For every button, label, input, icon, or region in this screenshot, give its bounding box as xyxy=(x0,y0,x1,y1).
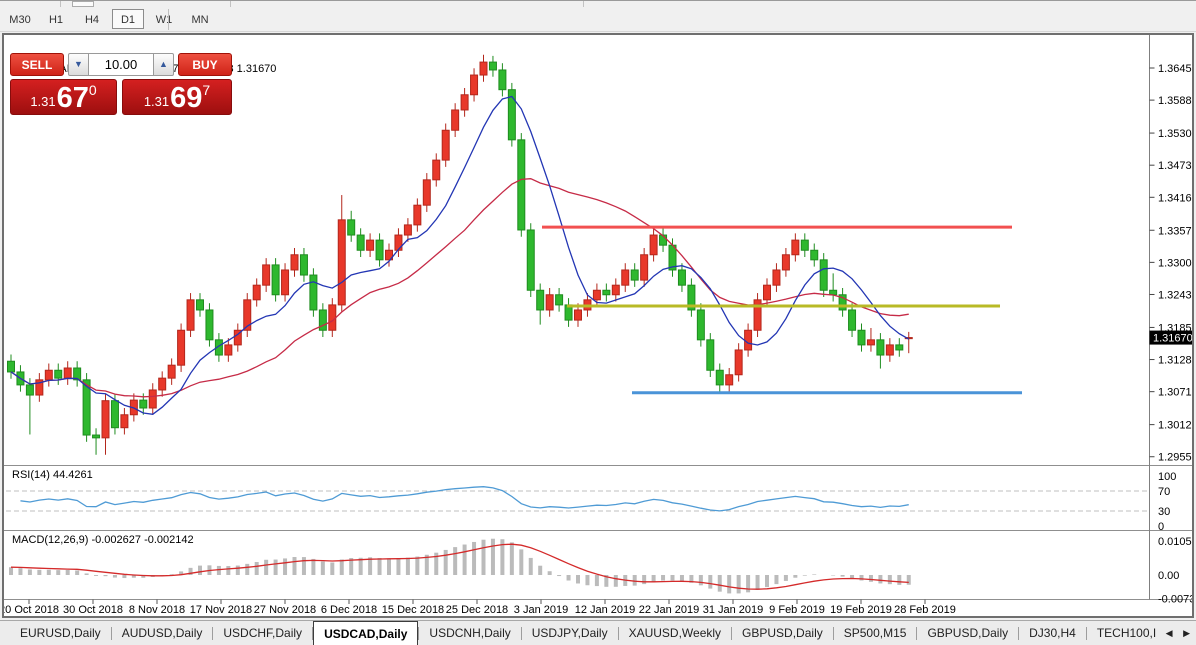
tab-usdcad-3[interactable]: USDCAD,Daily xyxy=(313,621,419,645)
svg-text:15 Dec 2018: 15 Dec 2018 xyxy=(382,604,444,616)
tab-separator xyxy=(212,627,214,640)
svg-text:3 Jan 2019: 3 Jan 2019 xyxy=(514,604,568,616)
tab-scroll-right-icon[interactable]: ▶ xyxy=(1183,628,1190,638)
buy-price-prefix: 1.31 xyxy=(143,94,170,109)
svg-text:1.34160: 1.34160 xyxy=(1158,192,1192,204)
tab-xauusd-6[interactable]: XAUUSD,Weekly xyxy=(628,626,722,640)
tab-dj30-10[interactable]: DJ30,H4 xyxy=(1029,626,1076,640)
svg-text:20 Oct 2018: 20 Oct 2018 xyxy=(4,604,59,616)
sell-price-tile[interactable]: 1.31 67 0 xyxy=(10,79,117,115)
macd-signal-line xyxy=(10,543,909,590)
timeframe-button-d1[interactable]: D1 xyxy=(112,9,144,29)
symbol-tab-bar: EURUSD,Daily AUDUSD,Daily USDCHF,Daily USDC… xyxy=(0,620,1196,645)
svg-text:1.32435: 1.32435 xyxy=(1158,289,1192,301)
svg-text:-0.0073: -0.0073 xyxy=(1158,594,1192,606)
buy-button[interactable]: BUY xyxy=(178,53,232,76)
ma-slow-line xyxy=(10,178,909,398)
current-price-tag: 1.31670 xyxy=(1153,333,1192,345)
timeframe-button-w1[interactable]: W1 xyxy=(155,14,173,26)
tab-scroll-arrows: ◀ ▶ xyxy=(1158,621,1190,645)
svg-text:28 Feb 2019: 28 Feb 2019 xyxy=(894,604,956,616)
svg-text:70: 70 xyxy=(1158,486,1170,498)
tab-separator xyxy=(1018,627,1020,640)
timeframe-button-mn[interactable]: MN xyxy=(191,14,209,26)
svg-text:17 Nov 2018: 17 Nov 2018 xyxy=(190,604,252,616)
tab-usdchf-2[interactable]: USDCHF,Daily xyxy=(223,626,303,640)
svg-text:1.33005: 1.33005 xyxy=(1158,257,1192,269)
tab-sp500-8[interactable]: SP500,M15 xyxy=(843,626,907,640)
rsi-line xyxy=(20,486,909,512)
date-axis: 20 Oct 2018 30 Oct 2018 8 Nov 2018 17 Nov 2… xyxy=(4,599,956,616)
toolbar-separator xyxy=(168,9,169,30)
svg-text:8 Nov 2018: 8 Nov 2018 xyxy=(129,604,185,616)
svg-text:30 Oct 2018: 30 Oct 2018 xyxy=(63,604,123,616)
svg-text:0.010525: 0.010525 xyxy=(1158,536,1192,548)
tab-tech100-11[interactable]: TECH100,I xyxy=(1096,626,1157,640)
top-toolbar-remnant xyxy=(0,0,1196,8)
sell-price-big: 67 xyxy=(56,82,89,114)
tab-separator xyxy=(520,627,522,640)
timeframe-button-h4[interactable]: H4 xyxy=(84,14,100,26)
buy-price-tile[interactable]: 1.31 69 7 xyxy=(122,79,232,115)
svg-text:31 Jan 2019: 31 Jan 2019 xyxy=(703,604,764,616)
svg-text:27 Nov 2018: 27 Nov 2018 xyxy=(254,604,316,616)
macd-indicator-label: MACD(12,26,9) -0.002627 -0.002142 xyxy=(12,534,194,546)
svg-text:1.30710: 1.30710 xyxy=(1158,387,1192,399)
tab-gbpusd-9[interactable]: GBPUSD,Daily xyxy=(927,626,1009,640)
rsi-indicator-label: RSI(14) 44.4261 xyxy=(12,469,93,481)
timeframe-button-h1[interactable]: H1 xyxy=(48,14,64,26)
macd-panel: 0.010525 0.00 -0.0073 xyxy=(9,536,1192,606)
sell-price-sup: 0 xyxy=(88,82,97,98)
svg-text:100: 100 xyxy=(1158,471,1176,483)
volume-input[interactable] xyxy=(89,53,153,76)
buy-price-big: 69 xyxy=(170,82,203,114)
tab-separator xyxy=(617,627,619,640)
toolbar-button-remnant xyxy=(72,1,94,7)
timeframe-button-m30[interactable]: M30 xyxy=(9,14,31,26)
svg-text:22 Jan 2019: 22 Jan 2019 xyxy=(639,604,700,616)
svg-text:0: 0 xyxy=(1158,521,1164,533)
candles-layer xyxy=(7,54,913,455)
volume-decrease-button[interactable]: ▼ xyxy=(68,53,89,76)
volume-spinner: ▼ ▲ xyxy=(68,53,174,76)
price-axis: 1.36455 1.35885 1.35300 1.34730 1.34160 1.335… xyxy=(1149,63,1192,464)
svg-text:1.30125: 1.30125 xyxy=(1158,420,1192,432)
tab-separator xyxy=(832,627,834,640)
tab-scroll-left-icon[interactable]: ◀ xyxy=(1165,628,1173,638)
tab-usdjpy-5[interactable]: USDJPY,Daily xyxy=(531,626,608,640)
svg-text:1.29555: 1.29555 xyxy=(1158,452,1192,464)
svg-text:1.31280: 1.31280 xyxy=(1158,355,1192,367)
svg-text:1.35885: 1.35885 xyxy=(1158,95,1192,107)
tab-audusd-1[interactable]: AUDUSD,Daily xyxy=(121,626,203,640)
tab-separator xyxy=(731,627,733,640)
svg-text:12 Jan 2019: 12 Jan 2019 xyxy=(575,604,636,616)
tab-separator xyxy=(916,627,918,640)
svg-text:30: 30 xyxy=(1158,506,1170,518)
tab-gbpusd-7[interactable]: GBPUSD,Daily xyxy=(742,626,823,640)
svg-text:25 Dec 2018: 25 Dec 2018 xyxy=(446,604,508,616)
svg-text:1.35300: 1.35300 xyxy=(1158,128,1192,140)
tab-usdcnh-4[interactable]: USDCNH,Daily xyxy=(429,626,511,640)
tab-separator xyxy=(110,627,112,640)
tab-eurusd-0[interactable]: EURUSD,Daily xyxy=(20,626,101,640)
rsi-panel: 100 70 30 0 xyxy=(6,471,1176,533)
svg-text:0.00: 0.00 xyxy=(1158,570,1179,582)
svg-text:1.34730: 1.34730 xyxy=(1158,160,1192,172)
sell-button[interactable]: SELL xyxy=(10,53,64,76)
svg-text:9 Feb 2019: 9 Feb 2019 xyxy=(769,604,825,616)
svg-text:19 Feb 2019: 19 Feb 2019 xyxy=(830,604,892,616)
sell-price-prefix: 1.31 xyxy=(30,94,56,109)
volume-increase-button[interactable]: ▲ xyxy=(153,53,174,76)
chart-canvas[interactable]: 1.36455 1.35885 1.35300 1.34730 1.34160 1.335… xyxy=(4,35,1192,616)
svg-text:1.36455: 1.36455 xyxy=(1158,63,1192,75)
svg-text:1.33575: 1.33575 xyxy=(1158,225,1192,237)
buy-price-sup: 7 xyxy=(202,82,211,98)
tab-separator xyxy=(1085,627,1087,640)
svg-text:6 Dec 2018: 6 Dec 2018 xyxy=(321,604,377,616)
tab-separator xyxy=(312,627,314,640)
ma-fast-line xyxy=(10,95,910,415)
tab-separator xyxy=(418,627,420,640)
timeframe-toolbar: M30 H1 H4 D1 W1 MN xyxy=(0,7,1196,32)
